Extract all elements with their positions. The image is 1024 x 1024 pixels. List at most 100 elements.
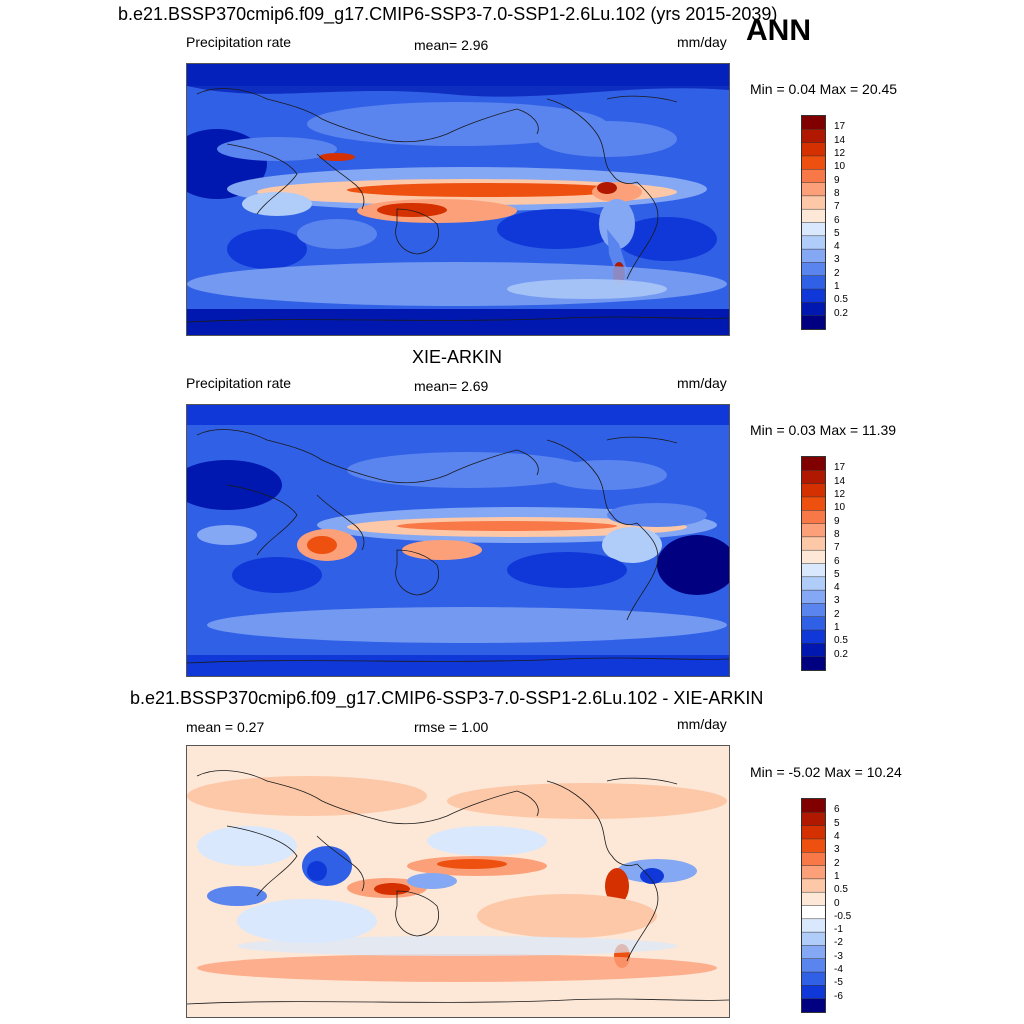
colorbar-swatch xyxy=(802,470,825,485)
colorbar-swatch xyxy=(802,457,825,471)
panel-diff-units-label: mm/day xyxy=(677,716,727,732)
colorbar-swatch xyxy=(802,852,825,867)
colorbar-swatch xyxy=(802,142,825,157)
colorbar-tick-label: 9 xyxy=(834,515,840,527)
colorbar-swatch xyxy=(802,550,825,564)
colorbar-tick-label: 14 xyxy=(834,134,846,146)
colorbar-tick-label: 3 xyxy=(834,844,840,856)
colorbar-swatch xyxy=(802,799,825,813)
season-label: ANN xyxy=(746,14,811,47)
colorbar-tick-label: 14 xyxy=(834,475,846,487)
colorbar-tick-label: 0.5 xyxy=(834,294,848,306)
colorbar-tick-label: -4 xyxy=(834,964,843,976)
panel-obs-map xyxy=(186,404,730,677)
panel-diff-title: b.e21.BSSP370cmip6.f09_g17.CMIP6-SSP3-7.… xyxy=(130,688,764,708)
colorbar-swatch xyxy=(802,262,825,277)
colorbar-tick-label: 2 xyxy=(834,608,840,620)
colorbar-tick-label: 7 xyxy=(834,201,840,213)
colorbar-swatch xyxy=(802,865,825,880)
panel-diff-mean-label: mean = 0.27 xyxy=(186,719,265,735)
colorbar-tick-label: 2 xyxy=(834,857,840,869)
colorbar-tick-label: 2 xyxy=(834,267,840,279)
colorbar-tick-label: 6 xyxy=(834,804,840,816)
colorbar-swatch xyxy=(802,838,825,853)
panel-diff-minmax: Min = -5.02 Max = 10.24 xyxy=(750,764,902,780)
colorbar-tick-label: -3 xyxy=(834,950,843,962)
colorbar-swatch xyxy=(802,825,825,840)
colorbar-tick-label: -5 xyxy=(834,977,843,989)
colorbar-swatch xyxy=(802,985,825,1000)
colorbar-swatch xyxy=(802,603,825,618)
colorbar-swatch xyxy=(802,222,825,237)
colorbar-swatch xyxy=(802,523,825,538)
colorbar-swatch xyxy=(802,972,825,986)
panel-obs-title: XIE-ARKIN xyxy=(412,347,503,367)
panel-obs-colorbar xyxy=(801,456,826,671)
colorbar-swatch xyxy=(802,932,825,946)
colorbar-swatch xyxy=(802,302,825,317)
panel-model-variable-label: Precipitation rate xyxy=(186,34,292,50)
panel-obs-mean-label: mean= 2.69 xyxy=(414,378,489,394)
colorbar-tick-label: 4 xyxy=(834,241,840,253)
colorbar-tick-label: 6 xyxy=(834,555,840,567)
colorbar-tick-label: 17 xyxy=(834,462,846,474)
colorbar-swatch xyxy=(802,536,825,551)
colorbar-swatch xyxy=(802,195,825,210)
colorbar-swatch xyxy=(802,155,825,170)
colorbar-tick-label: 0.5 xyxy=(834,884,848,896)
colorbar-swatch xyxy=(802,905,825,920)
colorbar-tick-label: 8 xyxy=(834,187,840,199)
colorbar-swatch xyxy=(802,616,825,631)
panel-model-units-label: mm/day xyxy=(677,34,727,50)
colorbar-tick-label: 9 xyxy=(834,174,840,186)
colorbar-tick-label: 0.5 xyxy=(834,635,848,647)
panel-obs-units-label: mm/day xyxy=(677,375,727,391)
colorbar-tick-label: 4 xyxy=(834,830,840,842)
colorbar-swatch xyxy=(802,116,825,130)
colorbar-tick-label: 10 xyxy=(834,502,846,514)
colorbar-swatch xyxy=(802,643,825,658)
colorbar-tick-label: -6 xyxy=(834,990,843,1002)
colorbar-tick-label: -2 xyxy=(834,937,843,949)
colorbar-tick-label: 6 xyxy=(834,214,840,226)
colorbar-swatch xyxy=(802,315,825,329)
colorbar-swatch xyxy=(802,998,825,1012)
colorbar-tick-label: -0.5 xyxy=(834,910,852,922)
colorbar-tick-label: 3 xyxy=(834,595,840,607)
panel-model-mean-label: mean= 2.96 xyxy=(414,37,489,53)
colorbar-tick-label: 0 xyxy=(834,897,840,909)
colorbar-swatch xyxy=(802,945,825,960)
colorbar-tick-label: -1 xyxy=(834,924,843,936)
colorbar-tick-label: 5 xyxy=(834,817,840,829)
panel-diff-rmse-label: rmse = 1.00 xyxy=(414,719,489,735)
colorbar-tick-label: 7 xyxy=(834,542,840,554)
colorbar-tick-label: 3 xyxy=(834,254,840,266)
panel-diff-colorbar xyxy=(801,798,826,1013)
colorbar-tick-label: 0.2 xyxy=(834,307,848,319)
colorbar-tick-label: 5 xyxy=(834,568,840,580)
colorbar-tick-label: 12 xyxy=(834,488,846,500)
colorbar-swatch xyxy=(802,169,825,184)
panel-model-map xyxy=(186,63,730,336)
colorbar-tick-label: 4 xyxy=(834,582,840,594)
colorbar-swatch xyxy=(802,656,825,670)
colorbar-swatch xyxy=(802,289,825,303)
colorbar-tick-label: 0.2 xyxy=(834,648,848,660)
colorbar-swatch xyxy=(802,630,825,644)
colorbar-tick-label: 1 xyxy=(834,870,840,882)
colorbar-swatch xyxy=(802,483,825,498)
panel-obs-minmax: Min = 0.03 Max = 11.39 xyxy=(750,422,897,438)
panel-obs-variable-label: Precipitation rate xyxy=(186,375,292,391)
colorbar-tick-label: 10 xyxy=(834,161,846,173)
colorbar-tick-label: 12 xyxy=(834,147,846,159)
colorbar-swatch xyxy=(802,182,825,197)
colorbar-swatch xyxy=(802,209,825,223)
colorbar-swatch xyxy=(802,563,825,578)
colorbar-swatch xyxy=(802,590,825,604)
colorbar-swatch xyxy=(802,249,825,263)
colorbar-swatch xyxy=(802,235,825,250)
colorbar-tick-label: 8 xyxy=(834,528,840,540)
panel-model-minmax: Min = 0.04 Max = 20.45 xyxy=(750,81,898,97)
colorbar-swatch xyxy=(802,496,825,511)
colorbar-swatch xyxy=(802,958,825,973)
